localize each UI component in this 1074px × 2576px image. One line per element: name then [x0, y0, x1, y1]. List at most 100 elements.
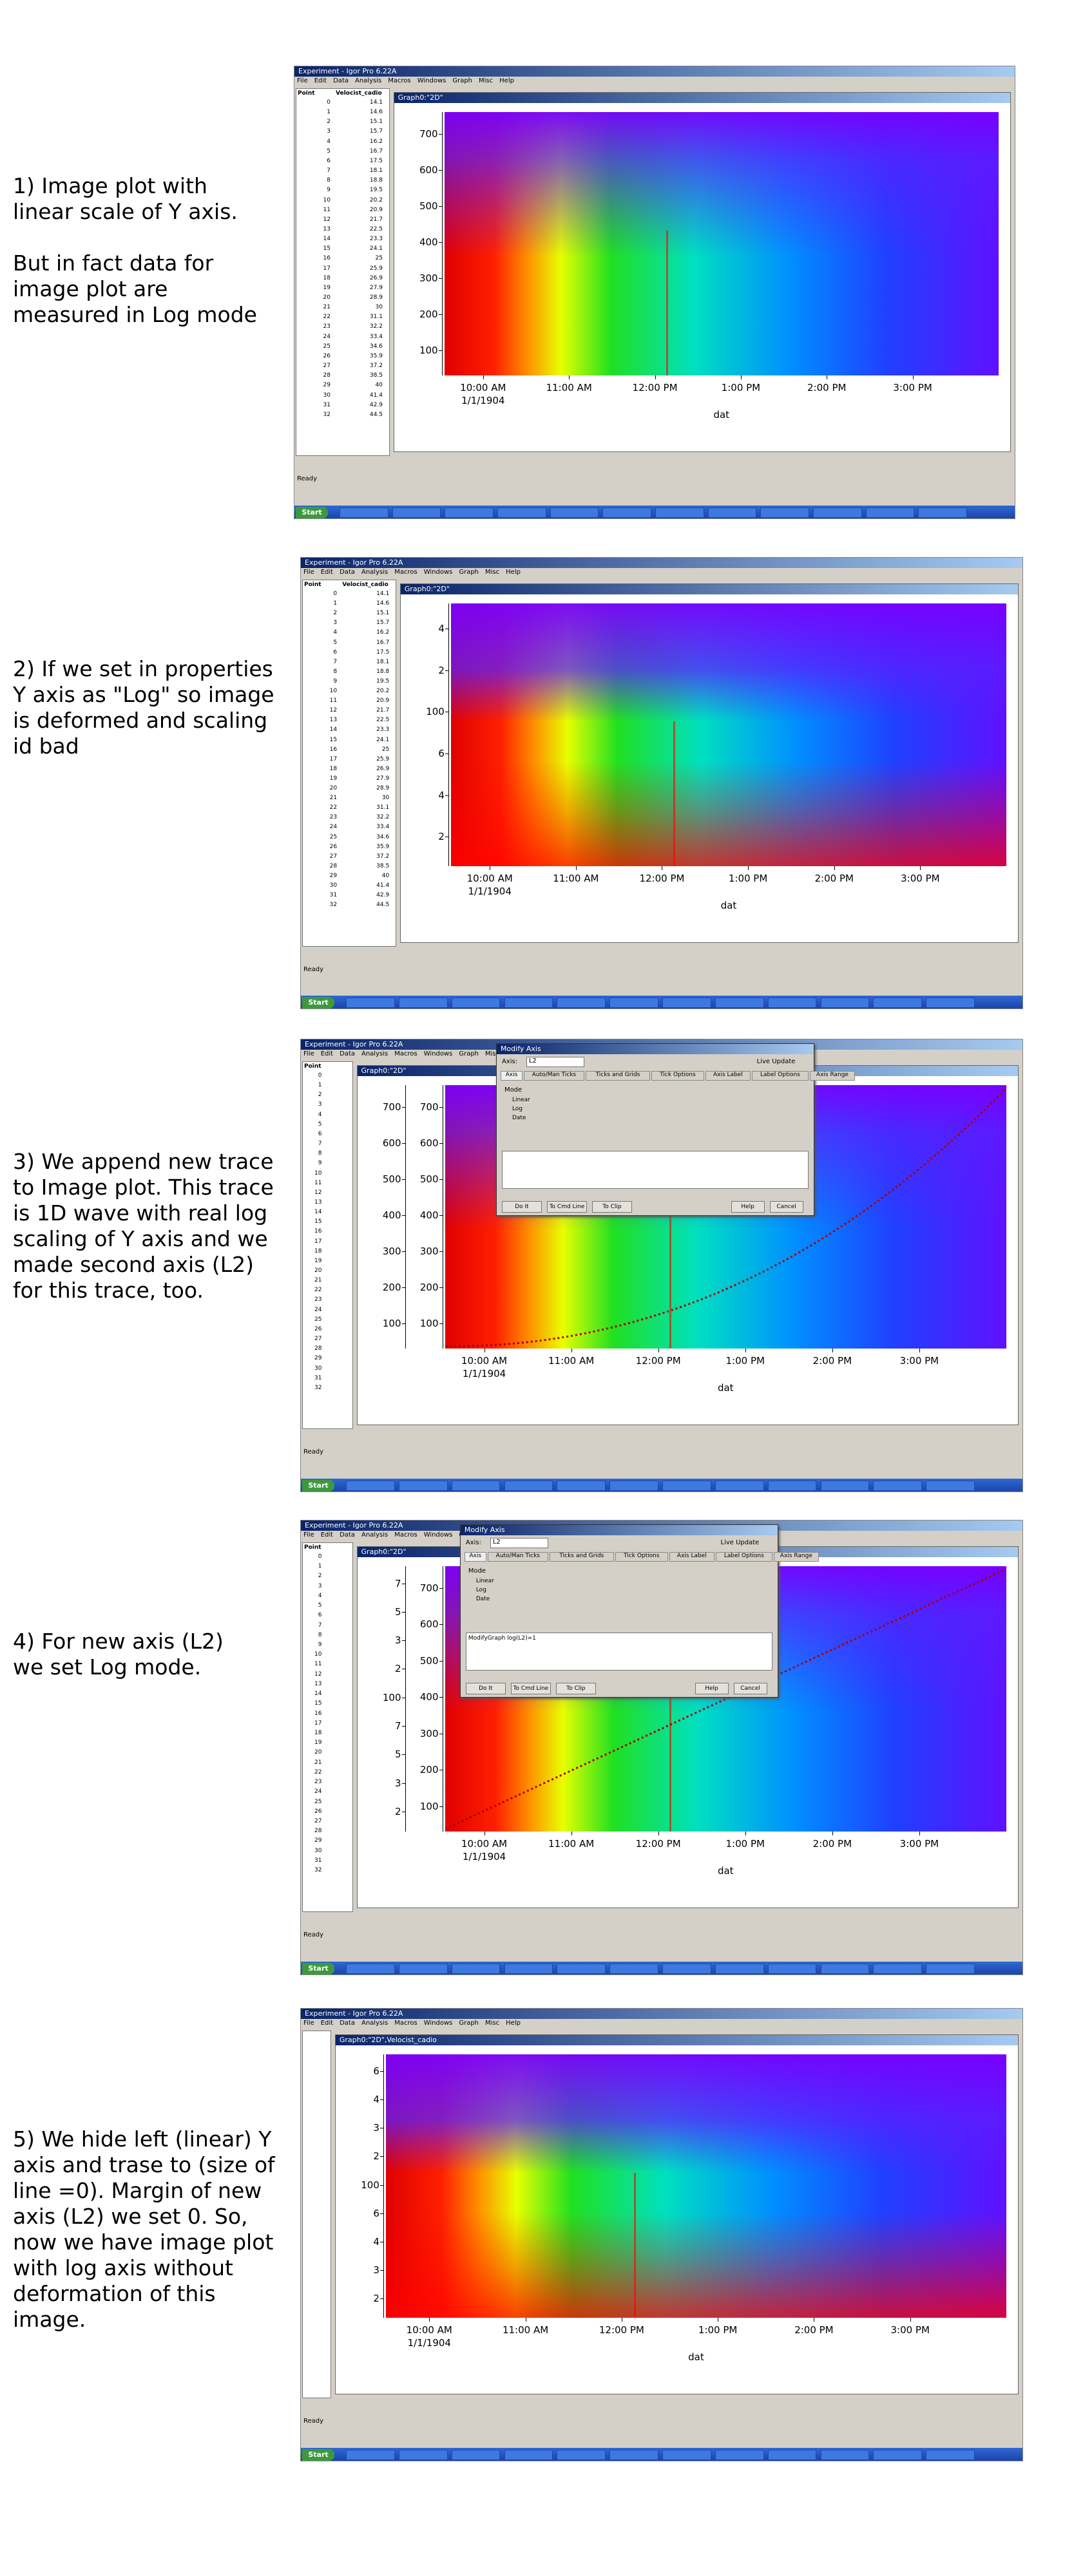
table-cell: 22.5 [376, 717, 390, 724]
table-cell: 27 [314, 1818, 322, 1824]
menu-item[interactable]: File [303, 2020, 314, 2027]
menu-item[interactable]: Misc [485, 1050, 500, 1057]
menu-item[interactable]: Help [506, 2020, 521, 2027]
y-tick-label: 2 [394, 1663, 401, 1675]
menu-item[interactable]: Windows [423, 1050, 453, 1057]
dialog-tab[interactable]: Axis [464, 1552, 486, 1562]
dialog-tab[interactable]: Tick Options [615, 1552, 668, 1562]
table-cell: 26 [314, 1325, 322, 1332]
menu-item[interactable]: Macros [394, 569, 417, 576]
dialog-tab[interactable]: Tick Options [651, 1071, 704, 1081]
table-cell: 12 [323, 216, 331, 223]
y-tick-label: 400 [419, 1209, 439, 1221]
menu-item[interactable]: File [303, 1050, 314, 1057]
y-tick [438, 314, 443, 316]
menu-item[interactable]: Data [333, 77, 349, 84]
y-tick-label: 2 [373, 2292, 379, 2304]
menu-item[interactable]: Graph [459, 1050, 479, 1057]
menu-item[interactable]: Graph [459, 569, 479, 576]
dialog-button[interactable]: To Clip [591, 1200, 632, 1213]
menu-item[interactable]: File [297, 77, 308, 84]
dialog-tab[interactable]: Axis Range [809, 1071, 855, 1081]
menu-item[interactable]: Edit [320, 2020, 334, 2027]
menu-item[interactable]: Help [506, 569, 521, 576]
menu-item[interactable]: Windows [423, 2020, 453, 2027]
menu-item[interactable]: Edit [320, 1531, 334, 1539]
task-item [609, 998, 658, 1008]
menu-item[interactable]: Edit [320, 569, 334, 576]
table-cell: 23 [314, 1296, 322, 1303]
dialog-button[interactable]: Help [695, 1682, 729, 1694]
dialog-button[interactable]: Do It [465, 1682, 506, 1694]
x-tick [484, 1349, 485, 1353]
modify-axis-dialog: Modify Axis Axis: L2 Live Update Axis Auto/Ma… [495, 1043, 855, 1216]
dialog-button[interactable]: Help [731, 1200, 765, 1213]
start-button[interactable]: Start [302, 1963, 334, 1975]
start-button[interactable]: Start [302, 1480, 334, 1492]
dialog-tab[interactable]: Label Options [751, 1071, 809, 1081]
table-cell: 12 [314, 1189, 322, 1196]
table-cell: 2 [327, 118, 331, 126]
mode-option[interactable]: Log [512, 1106, 523, 1112]
dialog-tab[interactable]: Axis Label [669, 1552, 714, 1562]
dialog-button[interactable]: Cancel [769, 1200, 803, 1213]
task-item [398, 998, 448, 1008]
menu-item[interactable]: Help [499, 77, 514, 84]
menu-item[interactable]: Graph [452, 77, 473, 84]
dialog-button[interactable]: To Cmd Line [510, 1682, 551, 1694]
dialog-tab[interactable]: Axis Range [773, 1552, 819, 1562]
menu-item[interactable]: Misc [485, 569, 500, 576]
mode-option[interactable]: Linear [512, 1097, 530, 1103]
dialog-tab[interactable]: Auto/Man Ticks [523, 1071, 584, 1081]
menu-item[interactable]: Data [340, 2020, 355, 2027]
start-button[interactable]: Start [302, 997, 334, 1009]
dialog-button[interactable]: To Clip [555, 1682, 596, 1694]
menu-item[interactable]: Misc [485, 2020, 500, 2027]
x-tick-label: 12:00 PM [632, 382, 678, 394]
table-cell: 14 [323, 236, 331, 243]
menu-item[interactable]: Analysis [355, 77, 382, 84]
dialog-tab[interactable]: Axis Label [705, 1071, 751, 1081]
mode-option[interactable]: Date [475, 1596, 490, 1602]
x-tick-label: 2:00 PM [814, 872, 854, 884]
start-button[interactable]: Start [302, 2449, 334, 2461]
menu-item[interactable]: Data [340, 1050, 355, 1057]
table-cell: 42.9 [376, 892, 390, 899]
menu-item[interactable]: File [303, 569, 314, 576]
dialog-tab[interactable]: Auto/Man Ticks [487, 1552, 548, 1562]
menu-item[interactable]: Graph [459, 2020, 479, 2027]
menu-item[interactable]: Macros [388, 77, 411, 84]
menu-item[interactable]: File [303, 1531, 314, 1539]
menu-item[interactable]: Macros [394, 2020, 417, 2027]
menu-item[interactable]: Edit [314, 77, 327, 84]
dialog-tab[interactable]: Label Options [715, 1552, 772, 1562]
menu-item[interactable]: Windows [423, 1531, 453, 1539]
menu-item[interactable]: Data [340, 1531, 355, 1539]
menu-item[interactable]: Misc [479, 77, 494, 84]
dialog-button[interactable]: Cancel [733, 1682, 767, 1694]
dialog-tab[interactable]: Ticks and Grids [585, 1071, 650, 1081]
dialog-tab[interactable]: Axis [500, 1071, 523, 1081]
menu-item[interactable]: Data [340, 569, 355, 576]
dialog-button[interactable]: To Cmd Line [546, 1200, 587, 1213]
x-tick-label: 10:00 AM [461, 1838, 508, 1850]
table-cell: 9 [318, 1642, 322, 1648]
menu-item[interactable]: Edit [320, 1050, 334, 1057]
menu-item[interactable]: Analysis [361, 1531, 388, 1539]
start-button[interactable]: Start [296, 507, 328, 518]
mode-option[interactable]: Linear [475, 1578, 494, 1584]
mode-option[interactable]: Log [475, 1587, 486, 1593]
menu-item[interactable]: Windows [417, 77, 446, 84]
y-tick [439, 1106, 443, 1108]
menu-item[interactable]: Analysis [361, 2020, 388, 2027]
dialog-button[interactable]: Do It [501, 1200, 542, 1213]
mode-option[interactable]: Date [512, 1115, 526, 1121]
menu-item[interactable]: Analysis [361, 569, 388, 576]
menu-item[interactable]: Analysis [361, 1050, 388, 1057]
dialog-tab[interactable]: Ticks and Grids [549, 1552, 614, 1562]
table-header: Point [304, 1063, 321, 1070]
menu-item[interactable]: Macros [394, 1531, 417, 1539]
menu-item[interactable]: Windows [423, 569, 453, 576]
menu-item[interactable]: Macros [394, 1050, 417, 1057]
table-cell: 26 [323, 352, 331, 359]
